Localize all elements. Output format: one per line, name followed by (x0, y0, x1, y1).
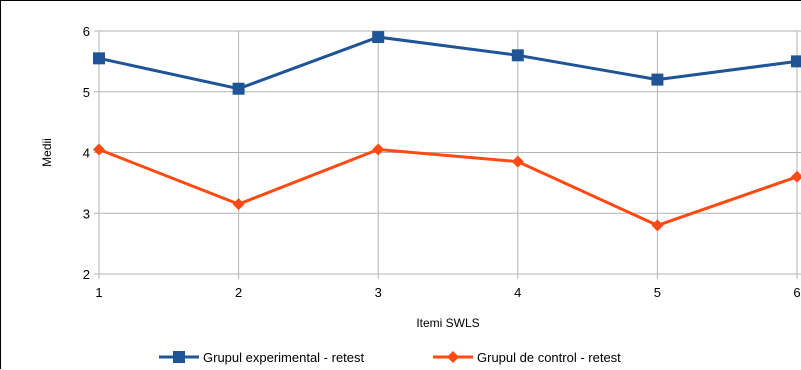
y-axis-label: Medii (40, 138, 54, 167)
legend-label: Grupul de control - retest (477, 350, 621, 365)
square-marker (232, 82, 245, 95)
y-tick-label: 2 (83, 267, 90, 282)
square-marker (791, 55, 801, 68)
legend-item-2: Grupul de control - retest (433, 350, 621, 365)
y-tick-label: 6 (83, 24, 90, 39)
x-tick-label: 6 (793, 285, 800, 300)
legend-marker (173, 351, 185, 363)
square-marker (372, 31, 385, 44)
x-tick-label: 2 (235, 285, 242, 300)
y-tick-label: 4 (83, 146, 90, 161)
square-marker (511, 49, 524, 62)
diamond-marker (651, 219, 664, 232)
diamond-marker (511, 155, 524, 168)
y-tick-label: 5 (83, 85, 90, 100)
square-marker (651, 73, 664, 86)
diamond-marker (93, 143, 105, 156)
square-marker (93, 52, 105, 65)
series-1 (93, 31, 801, 95)
legend-label: Grupul experimental - retest (203, 350, 365, 365)
x-tick-label: 5 (654, 285, 661, 300)
x-tick-label: 1 (95, 285, 102, 300)
x-tick-label: 4 (514, 285, 521, 300)
legend-marker (447, 351, 459, 363)
series-line (98, 35, 798, 91)
legend-item-1: Grupul experimental - retest (159, 350, 365, 365)
diamond-marker (791, 170, 801, 183)
diamond-marker (232, 198, 245, 211)
series-2 (93, 143, 801, 232)
x-tick-label: 3 (375, 285, 382, 300)
series-line (98, 147, 798, 227)
y-tick-label: 3 (83, 206, 90, 221)
data-series (93, 31, 801, 232)
diamond-marker (372, 143, 385, 156)
x-axis-label: Itemi SWLS (416, 316, 479, 330)
legend: Grupul experimental - retest Grupul de co… (159, 350, 621, 365)
